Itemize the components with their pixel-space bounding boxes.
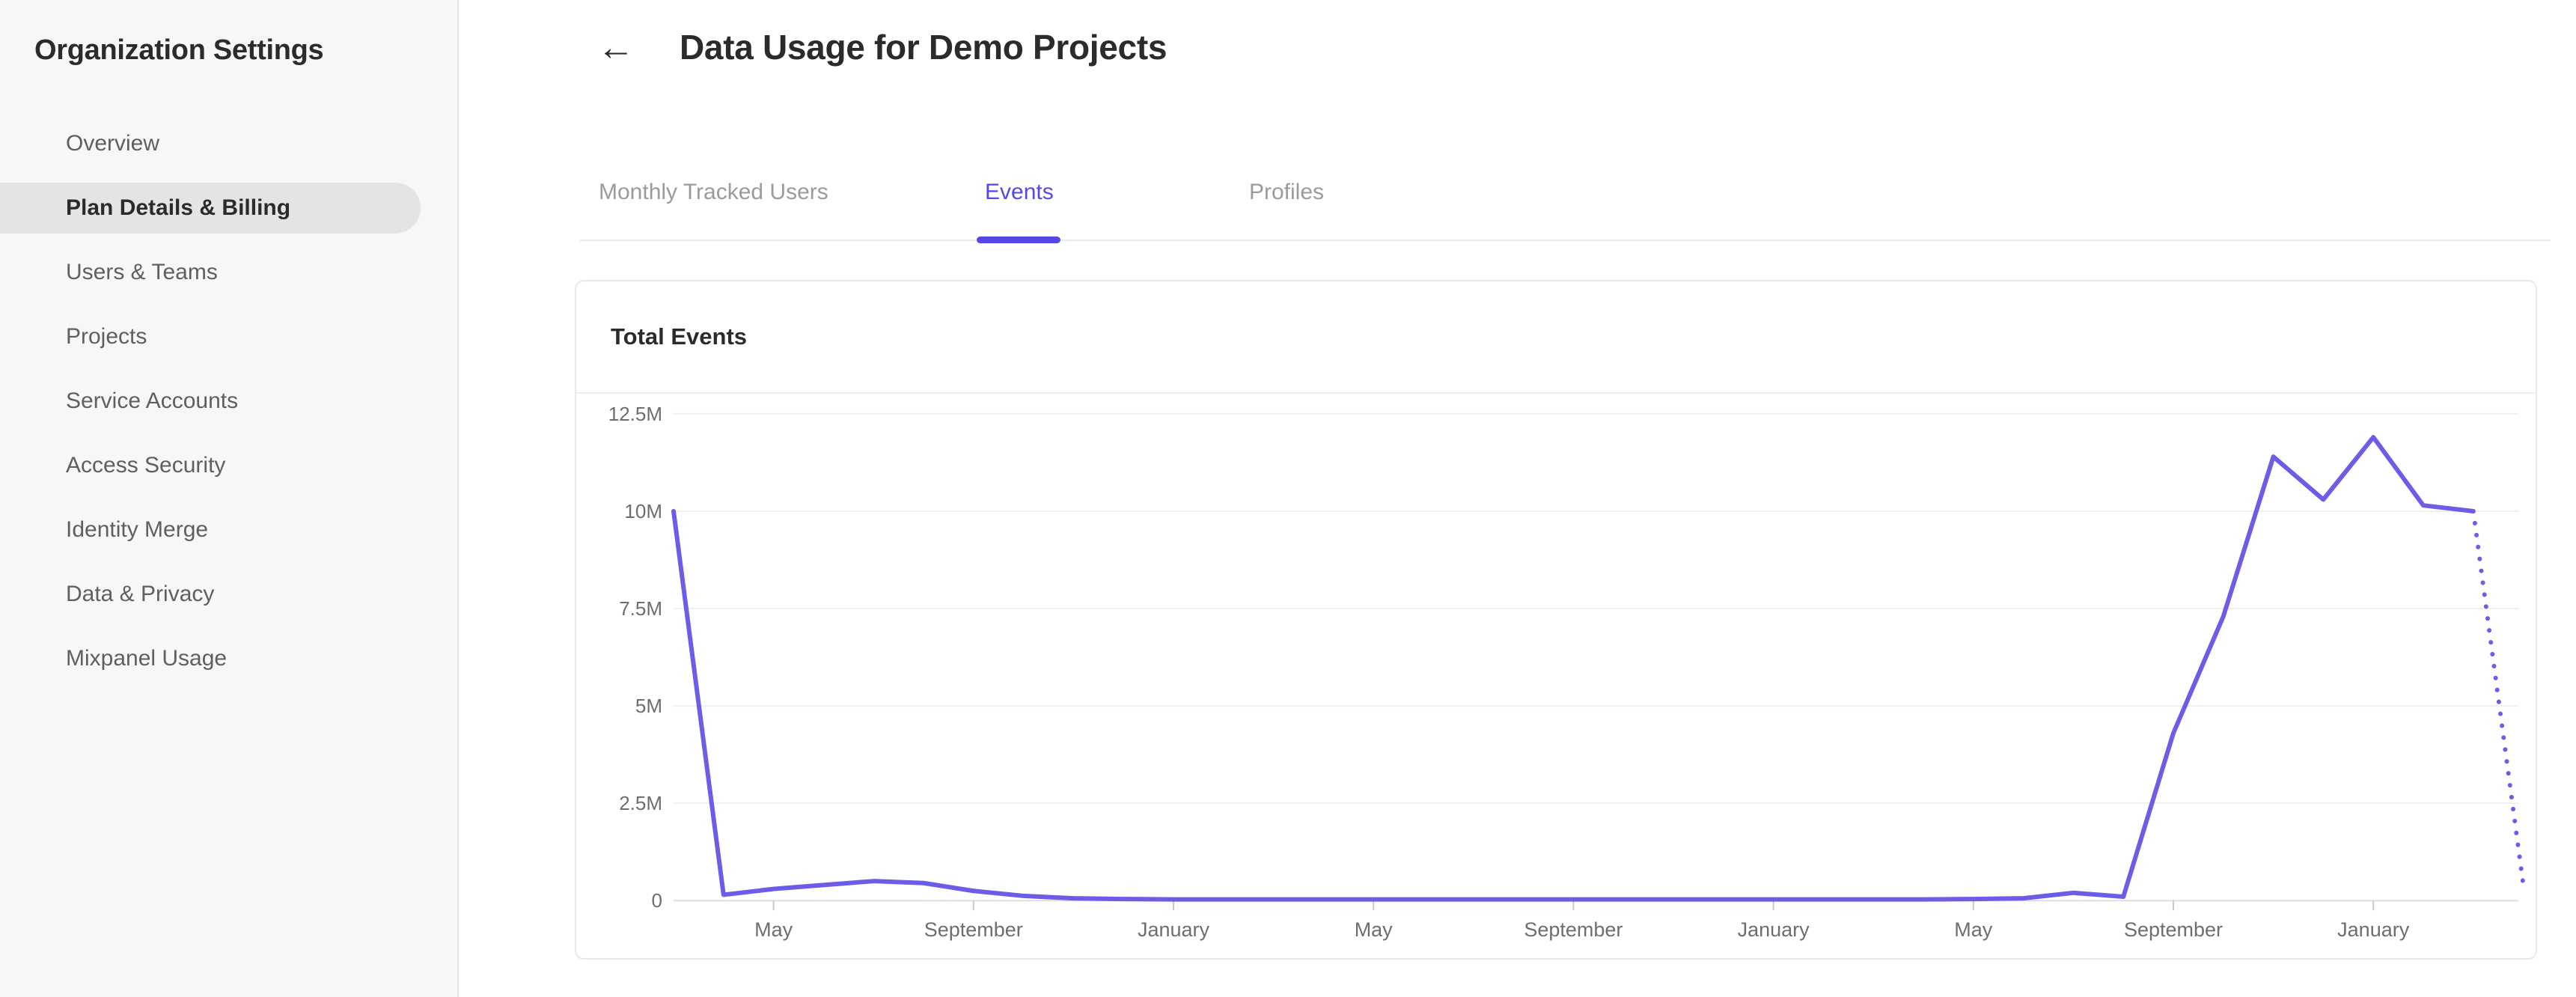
x-axis-label: May	[1355, 918, 1394, 941]
sidebar-item-data-privacy[interactable]: Data & Privacy	[0, 562, 421, 626]
y-axis-label: 5M	[635, 695, 662, 717]
tab-profiles[interactable]: Profiles	[1249, 180, 1325, 204]
y-axis-label: 2.5M	[619, 792, 662, 814]
sidebar-item-label: Plan Details & Billing	[66, 195, 291, 220]
sidebar-item-label: Mixpanel Usage	[66, 646, 228, 671]
tab-monthly-tracked-users[interactable]: Monthly Tracked Users	[599, 180, 828, 204]
sidebar-nav: Overview Plan Details & Billing Users & Te…	[0, 112, 457, 691]
selected-item-pill	[0, 183, 421, 234]
sidebar-item-label: Projects	[66, 324, 147, 349]
y-axis-label: 10M	[624, 500, 662, 522]
sidebar-item-mixpanel-usage[interactable]: Mixpanel Usage	[0, 626, 421, 691]
sidebar-item-label: Service Accounts	[66, 388, 239, 413]
y-axis-label: 7.5M	[619, 597, 662, 620]
total-events-card: Total Events 12.5M 10M 7.5M 5M 2.5M 0 May Septe…	[575, 280, 2537, 960]
chart-area: 12.5M 10M 7.5M 5M 2.5M 0 May September January Ma…	[576, 395, 2536, 958]
x-axis-label: May	[754, 918, 793, 941]
card-title: Total Events	[611, 323, 748, 350]
events-line-chart: 12.5M 10M 7.5M 5M 2.5M 0 May September January Ma…	[608, 403, 2526, 941]
y-axis-label: 12.5M	[608, 403, 662, 425]
tab-events[interactable]: Events	[985, 180, 1054, 204]
usage-tab-bar: Monthly Tracked Users Events Profiles	[580, 171, 2551, 243]
x-axis-label: January	[1738, 918, 1810, 941]
x-axis-label: January	[2337, 918, 2410, 941]
card-header: Total Events	[576, 281, 2536, 394]
total-events-line	[671, 435, 2476, 902]
x-axis-label: September	[1524, 918, 1623, 941]
sidebar-item-plan-details-billing[interactable]: Plan Details & Billing	[0, 176, 421, 240]
sidebar-item-label: Users & Teams	[66, 260, 218, 284]
sidebar-item-service-accounts[interactable]: Service Accounts	[0, 369, 421, 433]
sidebar-item-label: Access Security	[66, 453, 226, 478]
active-tab-underline	[977, 237, 1060, 243]
sidebar-item-identity-merge[interactable]: Identity Merge	[0, 498, 421, 562]
sidebar-item-projects[interactable]: Projects	[0, 305, 421, 369]
organization-settings-sidebar: Organization Settings Overview Plan Detai…	[0, 0, 459, 997]
x-axis-label: May	[1954, 918, 1993, 941]
sidebar-title: Organization Settings	[34, 34, 324, 66]
sidebar-item-users-teams[interactable]: Users & Teams	[0, 240, 421, 305]
back-arrow-icon[interactable]: ←	[597, 26, 635, 68]
sidebar-item-label: Data & Privacy	[66, 582, 215, 606]
x-axis-label: September	[924, 918, 1023, 941]
sidebar-item-overview[interactable]: Overview	[0, 112, 421, 176]
y-axis-label: 0	[652, 889, 662, 912]
sidebar-item-label: Identity Merge	[66, 517, 209, 542]
sidebar-item-access-security[interactable]: Access Security	[0, 433, 421, 498]
sidebar-item-label: Overview	[66, 131, 160, 156]
x-axis-label: September	[2124, 918, 2223, 941]
projection-dotted-line	[2470, 508, 2526, 888]
x-axis-label: January	[1138, 918, 1210, 941]
page-title: Data Usage for Demo Projects	[680, 28, 1168, 67]
